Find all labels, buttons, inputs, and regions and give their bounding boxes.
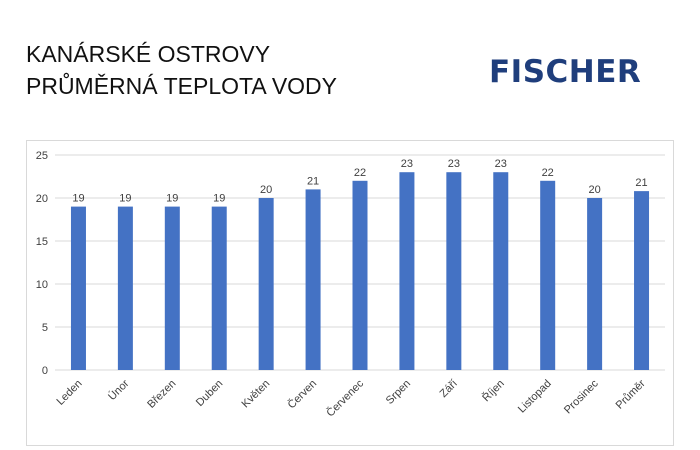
bar bbox=[117, 206, 133, 370]
data-label: 20 bbox=[260, 184, 272, 196]
bar bbox=[305, 189, 321, 370]
bar bbox=[352, 180, 368, 370]
x-tick-label: Duben bbox=[194, 378, 225, 409]
y-tick-label: 20 bbox=[36, 193, 48, 205]
data-label: 19 bbox=[166, 193, 178, 205]
y-tick-label: 0 bbox=[42, 365, 48, 377]
bar bbox=[493, 172, 509, 370]
title-line-1: KANÁRSKÉ OSTROVY bbox=[26, 41, 271, 67]
x-tick-label: Prosinec bbox=[562, 377, 601, 416]
x-tick-label: Červenec bbox=[324, 377, 367, 420]
title-line-2: PRŮMĚRNÁ TEPLOTA VODY bbox=[26, 73, 337, 99]
data-label: 19 bbox=[213, 193, 225, 205]
data-label: 19 bbox=[72, 193, 84, 205]
x-tick-label: Průměr bbox=[614, 377, 648, 411]
bar bbox=[446, 172, 462, 370]
x-tick-label: Říjen bbox=[480, 377, 507, 404]
data-label: 22 bbox=[542, 167, 554, 179]
y-tick-label: 25 bbox=[36, 150, 48, 162]
fischer-logo: FISCHER bbox=[489, 54, 642, 90]
x-tick-label: Březen bbox=[145, 378, 178, 411]
x-tick-label: Srpen bbox=[384, 378, 413, 407]
x-tick-label: Září bbox=[438, 378, 460, 400]
data-label: 20 bbox=[588, 184, 600, 196]
bar bbox=[70, 206, 86, 370]
x-tick-label: Leden bbox=[54, 378, 84, 408]
chart-title: KANÁRSKÉ OSTROVY PRŮMĚRNÁ TEPLOTA VODY bbox=[26, 38, 337, 102]
bar bbox=[258, 198, 274, 370]
y-tick-label: 10 bbox=[36, 279, 48, 291]
chart-area bbox=[26, 140, 674, 446]
data-label: 21 bbox=[307, 175, 319, 187]
x-tick-label: Květen bbox=[240, 378, 273, 411]
data-label: 22 bbox=[354, 167, 366, 179]
bar bbox=[634, 191, 650, 370]
bar bbox=[211, 206, 227, 370]
x-tick-label: Únor bbox=[105, 377, 131, 403]
x-tick-label: Listopad bbox=[516, 378, 554, 416]
bar bbox=[540, 180, 556, 370]
data-label: 23 bbox=[495, 158, 507, 170]
x-tick-label: Červen bbox=[285, 377, 319, 411]
bar bbox=[587, 198, 603, 370]
data-label: 19 bbox=[119, 193, 131, 205]
data-label: 23 bbox=[448, 158, 460, 170]
bar bbox=[399, 172, 415, 370]
data-label: 21 bbox=[635, 177, 647, 189]
y-tick-label: 15 bbox=[36, 236, 48, 248]
bar bbox=[164, 206, 180, 370]
y-tick-label: 5 bbox=[42, 322, 48, 334]
data-label: 23 bbox=[401, 158, 413, 170]
